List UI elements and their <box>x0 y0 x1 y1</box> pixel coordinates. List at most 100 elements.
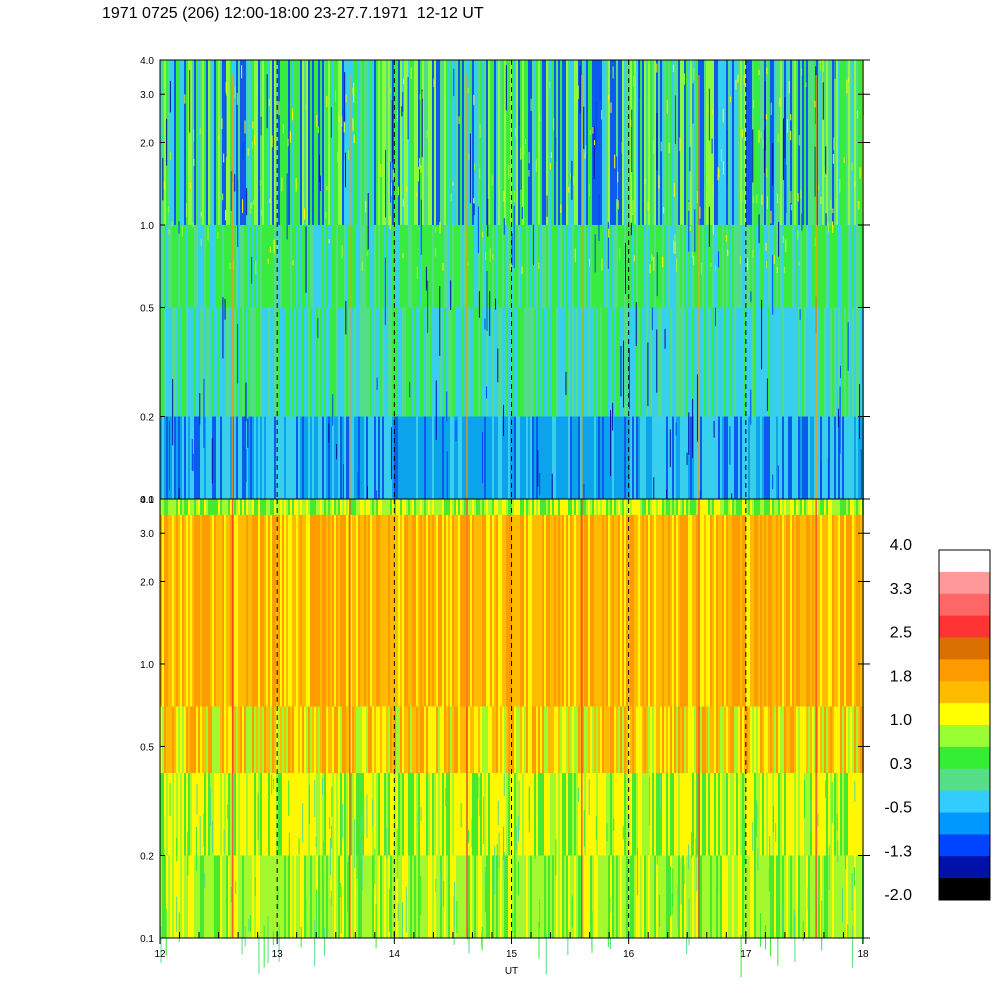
heat-cell <box>214 60 216 225</box>
heat-cell <box>380 514 382 707</box>
heat-cell <box>304 773 306 856</box>
heat-cell <box>760 60 762 225</box>
heat-cell <box>522 499 524 515</box>
heat-cell <box>418 416 420 499</box>
heat-speck <box>317 126 319 134</box>
heat-speck <box>222 193 224 201</box>
heat-cell <box>480 855 482 938</box>
heat-cell <box>728 706 730 774</box>
heat-cell <box>346 307 348 417</box>
heat-cell <box>424 60 426 225</box>
heat-cell <box>326 60 328 225</box>
heat-cell <box>246 499 248 515</box>
heat-cell <box>806 224 808 308</box>
heat-cell <box>400 60 402 225</box>
heat-cell <box>190 60 192 225</box>
heat-cell <box>796 773 798 856</box>
heat-cell <box>226 307 228 417</box>
heat-cell <box>708 60 710 225</box>
heat-cell <box>678 706 680 774</box>
heat-cell <box>534 224 536 308</box>
heat-cell <box>260 773 262 856</box>
heat-speck <box>572 176 574 186</box>
heat-cell <box>860 499 862 515</box>
heat-streak <box>743 825 745 855</box>
heat-cell <box>770 60 772 225</box>
heat-cell <box>488 773 490 856</box>
heat-cell <box>724 855 726 938</box>
heat-cell <box>678 514 680 707</box>
heat-cell <box>788 416 790 499</box>
heat-streak <box>817 813 819 827</box>
heat-cell <box>852 855 854 938</box>
heat-cell <box>722 706 724 774</box>
heat-speck <box>823 166 825 174</box>
heat-streak <box>837 840 839 863</box>
heat-cell <box>716 416 718 499</box>
heat-streak <box>254 877 256 896</box>
heat-cell <box>180 706 182 774</box>
heat-cell <box>622 307 624 417</box>
heat-cell <box>286 416 288 499</box>
heat-cell <box>706 855 708 938</box>
heat-cell <box>522 224 524 308</box>
heat-cell <box>436 514 438 707</box>
heat-cell <box>606 514 608 707</box>
heat-cell <box>774 224 776 308</box>
heat-speck <box>553 117 555 131</box>
heat-cell <box>444 514 446 707</box>
heat-cell <box>386 855 388 938</box>
heat-cell <box>640 499 642 515</box>
heat-streak <box>278 925 280 962</box>
heat-cell <box>788 773 790 856</box>
heat-cell <box>174 307 176 417</box>
heat-cell <box>394 773 396 856</box>
heat-cell <box>248 416 250 499</box>
heat-streak <box>622 826 624 840</box>
heat-cell <box>182 855 184 938</box>
heat-cell <box>560 416 562 499</box>
heat-cell <box>654 60 656 225</box>
heat-speck <box>538 262 540 269</box>
heat-cell <box>328 60 330 225</box>
heat-cell <box>384 60 386 225</box>
heat-cell <box>236 514 238 707</box>
heat-cell <box>794 514 796 707</box>
heat-cell <box>654 499 656 515</box>
heat-cell <box>308 224 310 308</box>
heat-streak <box>401 106 403 117</box>
heat-cell <box>638 514 640 707</box>
heat-cell <box>788 60 790 225</box>
heat-cell <box>360 307 362 417</box>
heat-streak <box>517 861 519 896</box>
heat-cell <box>386 224 388 308</box>
heat-cell <box>270 855 272 938</box>
heat-cell <box>518 224 520 308</box>
heat-cell <box>516 706 518 774</box>
heat-cell <box>334 224 336 308</box>
heat-cell <box>798 307 800 417</box>
heat-cell <box>210 224 212 308</box>
heat-cell <box>568 307 570 417</box>
heat-streak <box>273 778 275 790</box>
heat-cell <box>726 855 728 938</box>
heat-cell <box>294 224 296 308</box>
heat-cell <box>324 514 326 707</box>
heat-cell <box>514 416 516 499</box>
heat-cell <box>538 855 540 938</box>
heat-cell <box>608 773 610 856</box>
heat-cell <box>180 499 182 515</box>
heat-cell <box>180 773 182 856</box>
heat-cell <box>814 224 816 308</box>
heat-streak <box>163 815 165 861</box>
heat-speck <box>674 241 676 254</box>
heat-cell <box>842 514 844 707</box>
heat-streak <box>711 138 713 154</box>
heat-cell <box>190 706 192 774</box>
heat-cell <box>802 307 804 417</box>
heat-streak <box>777 931 779 966</box>
heat-cell <box>476 706 478 774</box>
heat-cell <box>844 307 846 417</box>
heat-streak <box>204 872 206 889</box>
heat-cell <box>344 416 346 499</box>
